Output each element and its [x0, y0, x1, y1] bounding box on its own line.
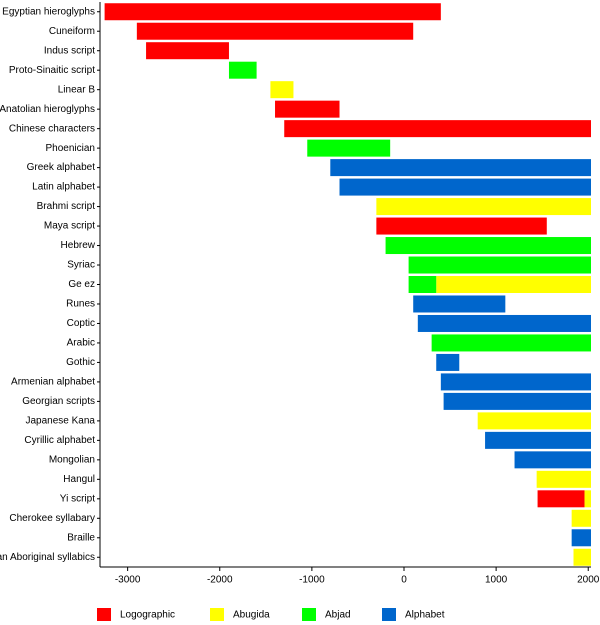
y-tick-label: Cyrillic alphabet: [24, 435, 95, 446]
legend-label: Abjad: [325, 610, 351, 621]
bar: [275, 100, 340, 118]
y-tick-label: Japanese Kana: [25, 416, 95, 427]
y-tick-label: Hangul: [63, 474, 95, 485]
y-tick-label: Coptic: [67, 318, 95, 329]
legend-label: Abugida: [233, 610, 270, 621]
y-tick-label: Greek alphabet: [27, 162, 96, 173]
y-tick-label: Brahmi script: [37, 201, 96, 212]
bar: [436, 353, 460, 371]
legend-swatch: [97, 608, 111, 621]
x-tick-label: 1000: [485, 575, 508, 586]
y-tick-label: Mongolian: [49, 454, 95, 465]
bar: [228, 61, 257, 79]
bar: [408, 256, 591, 274]
y-tick-label: Egyptian hieroglyphs: [2, 6, 95, 17]
legend-swatch: [210, 608, 224, 621]
bar: [307, 139, 391, 157]
y-tick-label: Arabic: [67, 338, 95, 349]
y-tick-label: Phoenician: [46, 143, 95, 154]
bar: [270, 81, 294, 99]
y-tick-label: Proto-Sinaitic script: [9, 65, 95, 76]
y-tick-label: Latin alphabet: [32, 182, 95, 193]
bar: [413, 295, 506, 313]
bar: [408, 276, 437, 293]
bar: [136, 22, 414, 40]
bar: [440, 373, 591, 391]
x-tick-label: 0: [401, 575, 407, 586]
bar: [571, 529, 591, 547]
x-tick-label: -1000: [299, 575, 325, 586]
y-tick-label: Maya script: [44, 221, 95, 232]
y-tick-label: Gothic: [66, 357, 95, 368]
y-tick-label: Chinese characters: [9, 123, 95, 134]
bar: [477, 412, 591, 430]
y-tick-label: Cuneiform: [49, 26, 95, 37]
y-tick-label: Canadian Aboriginal syllabics: [0, 552, 95, 563]
bar: [431, 334, 591, 352]
y-tick-label: Cherokee syllabary: [9, 513, 95, 524]
x-tick-label: -2000: [207, 575, 233, 586]
bar: [376, 198, 591, 216]
x-tick-label: -3000: [115, 575, 141, 586]
bar: [417, 314, 591, 332]
bar: [284, 120, 591, 138]
bar: [385, 237, 591, 255]
y-tick-label: Ge ez: [68, 279, 95, 290]
y-tick-label: Armenian alphabet: [11, 377, 95, 388]
y-tick-label: Syriac: [67, 260, 95, 271]
bar: [339, 178, 591, 196]
y-tick-label: Yi script: [60, 493, 95, 504]
y-tick-label: Hebrew: [61, 240, 96, 251]
legend-swatch: [302, 608, 316, 621]
bar: [584, 490, 591, 508]
bar: [104, 3, 441, 21]
bar: [436, 276, 591, 293]
y-tick-label: Runes: [66, 299, 95, 310]
legend-swatch: [382, 608, 396, 621]
x-tick-label: 2000: [577, 575, 600, 586]
y-tick-label: Georgian scripts: [22, 396, 95, 407]
bar: [146, 42, 229, 60]
bar: [376, 217, 547, 235]
legend-label: Alphabet: [405, 610, 445, 621]
bar: [443, 392, 591, 410]
bar: [485, 431, 591, 449]
bar: [330, 159, 591, 177]
bar: [537, 490, 585, 508]
y-tick-label: Linear B: [58, 84, 96, 95]
bar: [536, 470, 591, 488]
y-tick-label: Indus script: [44, 45, 95, 56]
bar: [571, 509, 591, 527]
y-tick-label: Braille: [67, 532, 95, 543]
bar: [514, 451, 591, 469]
bar: [573, 548, 591, 566]
legend-label: Logographic: [120, 610, 175, 621]
y-tick-label: Anatolian hieroglyphs: [0, 104, 95, 115]
